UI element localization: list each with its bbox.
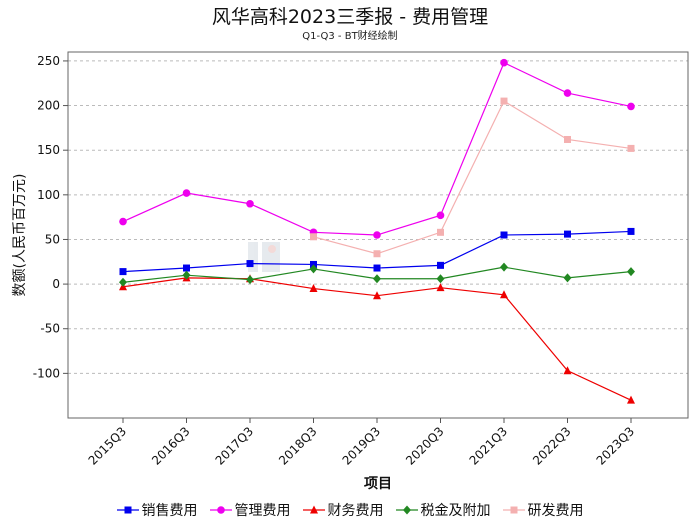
data-point [309, 284, 318, 293]
legend-marker [402, 505, 411, 515]
legend-label: 财务费用 [327, 503, 384, 519]
data-point [119, 268, 127, 276]
data-point [564, 135, 571, 143]
data-point [627, 227, 635, 235]
y-tick-label: 100 [37, 188, 60, 202]
axes: -100 -50 0 50 100 150 200 250 2015Q3 2016Q3 2017Q3… [33, 54, 637, 468]
data-point [563, 89, 572, 97]
y-tick-label: -100 [33, 366, 60, 380]
data-point [246, 275, 254, 285]
y-tick-label: -50 [40, 322, 60, 336]
series-2 [119, 58, 635, 239]
x-axis-title: 项目 [364, 476, 392, 492]
legend-label: 税金及附加 [420, 503, 491, 519]
y-tick-label: 250 [37, 54, 60, 68]
legend-marker [510, 506, 517, 514]
data-point [437, 261, 444, 269]
data-point [182, 270, 191, 280]
series-4 [119, 262, 635, 287]
legend-marker [124, 506, 131, 514]
data-point [182, 189, 191, 197]
data-point [373, 291, 381, 300]
legend-item: 财务费用 [302, 500, 384, 520]
data-point [119, 217, 127, 226]
data-point [183, 264, 190, 272]
y-tick-label: 50 [45, 232, 60, 246]
y-tick-label: 0 [52, 277, 60, 291]
legend-item: 管理费用 [209, 500, 291, 520]
data-point [627, 144, 635, 152]
x-tick-label: 2016Q3 [149, 424, 193, 468]
series-line [122, 61, 632, 236]
legend-swatch [302, 505, 325, 514]
data-point [627, 102, 635, 111]
data-point [563, 366, 572, 375]
data-point [310, 233, 317, 241]
data-point [373, 231, 381, 239]
legend-swatch [395, 505, 418, 515]
data-point [563, 273, 572, 283]
series-3 [119, 273, 635, 404]
data-point [436, 274, 445, 284]
series-lines [119, 58, 635, 404]
legend-swatch [116, 506, 139, 514]
data-point [500, 58, 508, 67]
legend-marker [216, 506, 225, 514]
x-tick-label: 2015Q3 [86, 424, 130, 468]
chart-title: 风华高科2023三季报 - 费用管理 [211, 6, 489, 28]
data-point [500, 290, 508, 299]
x-tick-label: 2017Q3 [213, 424, 257, 468]
data-point [373, 264, 381, 272]
data-point [500, 231, 508, 239]
series-line [313, 100, 632, 255]
grid-lines [68, 60, 688, 374]
data-point [246, 260, 254, 268]
legend-item: 税金及附加 [395, 500, 491, 520]
y-tick-label: 200 [37, 99, 60, 113]
legend-label: 销售费用 [141, 503, 198, 519]
y-tick-label: 150 [37, 143, 60, 157]
data-point [500, 262, 508, 272]
data-point [373, 250, 381, 258]
legend-item: 研发费用 [502, 500, 584, 520]
data-point [627, 267, 635, 277]
legend-item: 销售费用 [116, 500, 198, 520]
x-tick-label: 2023Q3 [594, 424, 638, 468]
legend-swatch [209, 506, 232, 514]
x-tick-label: 2022Q3 [530, 424, 574, 468]
y-axis-title: 数额(人民币百万元) [12, 174, 28, 297]
chart-subtitle: Q1-Q3 - BT财经绘制 [302, 31, 398, 42]
x-tick-label: 2018Q3 [276, 424, 320, 468]
data-point [309, 264, 318, 274]
x-tick-label: 2019Q3 [340, 424, 384, 468]
plot-area-frame [67, 51, 689, 419]
legend-label: 研发费用 [527, 503, 584, 519]
legend-marker [309, 505, 318, 514]
series-5 [310, 97, 635, 258]
data-point [436, 211, 445, 220]
legend-label: 管理费用 [234, 503, 291, 519]
x-tick-label: 2020Q3 [403, 424, 447, 468]
data-point [373, 274, 381, 284]
watermark-logo [248, 242, 280, 272]
data-point [500, 97, 508, 105]
data-point [119, 277, 127, 287]
data-point [627, 395, 635, 404]
data-point [246, 199, 254, 208]
data-point [437, 228, 444, 236]
x-tick-label: 2021Q3 [467, 424, 511, 468]
data-point [564, 230, 571, 238]
legend: 销售费用 管理费用 财务费用 税金及附加 研发费用 [0, 500, 700, 520]
legend-swatch [502, 506, 525, 514]
data-point [436, 283, 445, 292]
